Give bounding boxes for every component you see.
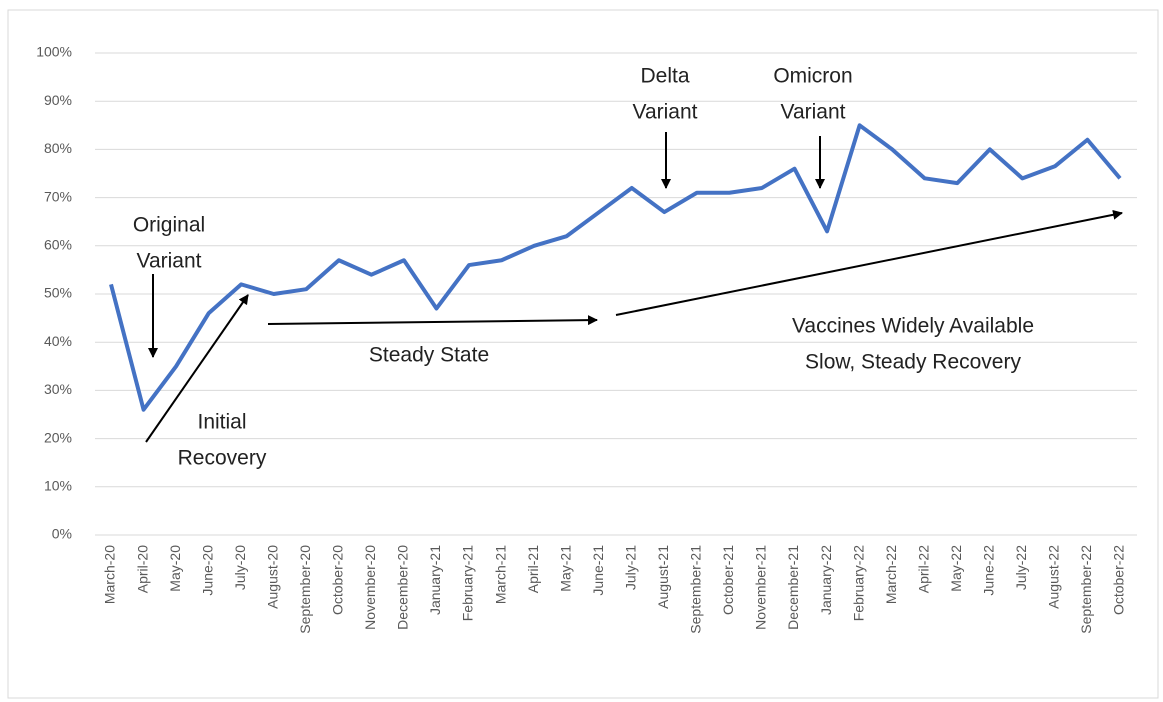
y-tick-label: 50% [44,285,72,301]
x-tick-label: October-21 [720,545,736,615]
annotation: Original [133,214,205,237]
x-tick-label: May-20 [167,545,183,592]
x-tick-label: March-21 [492,545,508,604]
x-tick-label: September-22 [1078,545,1094,634]
x-tick-label: July-20 [232,545,248,590]
arrows [145,132,1123,443]
annotation: Variant [781,101,846,124]
annotation: Omicron [773,65,852,88]
x-tick-label: May-21 [557,545,573,592]
x-tick-label: January-21 [427,545,443,615]
y-tick-label: 10% [44,478,72,494]
y-tick-label: 40% [44,333,72,349]
x-tick-label: August-21 [655,545,671,609]
x-tick-label: November-21 [753,545,769,630]
x-tick-label: September-20 [297,545,313,634]
x-tick-label: October-22 [1111,545,1127,615]
arrow [615,209,1123,316]
x-tick-label: October-20 [330,545,346,615]
y-tick-label: 20% [44,429,72,445]
x-tick-label: February-21 [460,545,476,621]
annotation: Initial [197,411,246,434]
annotation: Recovery [178,447,267,470]
x-tick-label: July-22 [1013,545,1029,590]
x-tick-label: January-22 [818,545,834,615]
arrow [267,315,598,326]
y-tick-label: 100% [36,44,72,60]
x-tick-label: February-22 [850,545,866,621]
y-tick-label: 30% [44,381,72,397]
y-tick-label: 0% [52,526,72,542]
y-tick-label: 70% [44,188,72,204]
x-tick-label: April-20 [134,545,150,593]
annotation: Vaccines Widely Available [792,315,1034,338]
arrow [145,294,249,443]
x-tick-label: June-21 [590,545,606,596]
x-tick-label: June-20 [199,545,215,596]
x-tick-label: November-20 [362,545,378,630]
chart-frame [7,9,1159,699]
x-tick-label: April-21 [525,545,541,593]
y-tick-label: 90% [44,92,72,108]
x-tick-label: August-22 [1046,545,1062,609]
annotation: Variant [137,250,202,273]
annotation: Delta [640,65,689,88]
x-tick-label: May-22 [948,545,964,592]
x-tick-label: September-21 [688,545,704,634]
annotation: Steady State [369,344,489,367]
x-tick-label: June-22 [981,545,997,596]
x-tick-label: August-20 [264,545,280,609]
annotation: Slow, Steady Recovery [805,351,1021,374]
x-tick-label: March-22 [883,545,899,604]
x-tick-label: April-22 [915,545,931,593]
x-tick-label: July-21 [622,545,638,590]
data-line [109,123,1122,412]
x-tick-label: December-21 [785,545,801,630]
x-tick-label: March-20 [102,545,118,604]
y-tick-label: 80% [44,140,72,156]
y-tick-label: 60% [44,237,72,253]
x-tick-label: December-20 [395,545,411,630]
annotation: Variant [633,101,698,124]
